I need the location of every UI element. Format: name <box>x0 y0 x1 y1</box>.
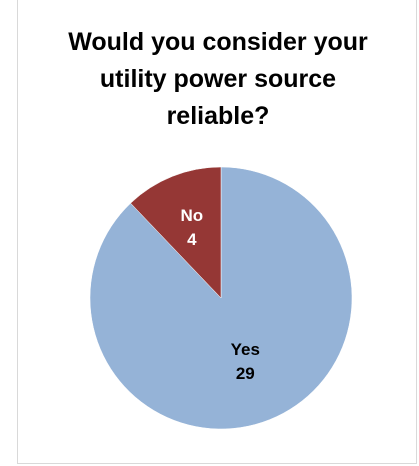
slice-label-yes: Yes <box>231 340 260 359</box>
slice-label-no: No <box>180 206 203 225</box>
slice-value-yes: 29 <box>236 364 255 383</box>
chart-title: Would you consider your utility power so… <box>18 24 418 135</box>
chart-title-line-2: utility power source <box>99 65 337 93</box>
chart-title-line-3: reliable? <box>166 102 270 130</box>
chart-title-line-1: Would you consider your <box>68 28 368 56</box>
pie-slice-no <box>130 166 222 299</box>
slice-value-no: 4 <box>187 230 197 249</box>
